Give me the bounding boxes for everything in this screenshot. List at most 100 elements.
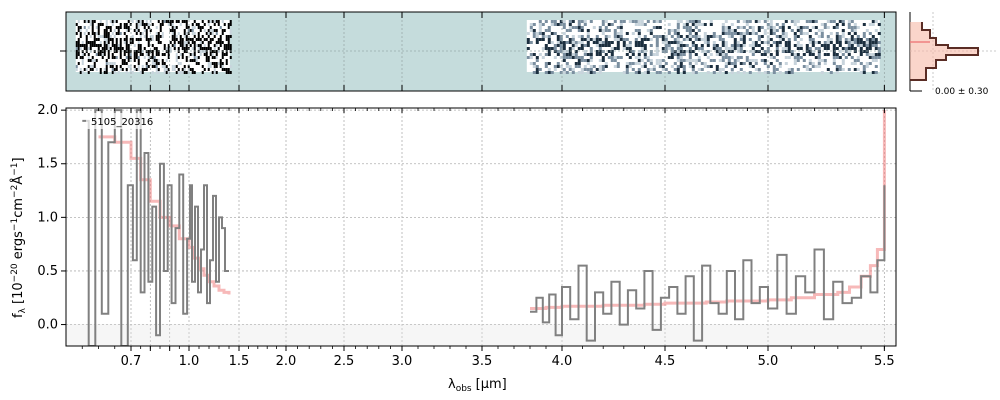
spectrum-2d-pixel	[661, 50, 665, 53]
spectrum-2d-pixel	[868, 53, 872, 56]
spectrum-2d-pixel	[81, 41, 84, 44]
spectrum-2d-pixel	[145, 38, 148, 41]
spectrum-2d-pixel	[125, 68, 128, 71]
spectrum-2d-pixel	[97, 53, 100, 56]
spectrum-2d-pixel	[77, 41, 80, 44]
spectrum-2d-pixel	[544, 44, 548, 47]
spectrum-2d-pixel	[538, 32, 542, 35]
spectrum-2d-pixel	[616, 35, 620, 38]
spectrum-2d-pixel	[871, 56, 875, 59]
spectrum-2d-pixel	[115, 41, 118, 44]
spectrum-2d-pixel	[201, 20, 204, 23]
spectrum-2d-pixel	[137, 68, 140, 71]
spectrum-2d-pixel	[817, 50, 821, 53]
spectrum-2d-pixel	[631, 20, 635, 23]
spectrum-2d-pixel	[127, 56, 130, 59]
spectrum-2d-pixel	[125, 26, 128, 29]
spectrum-2d-pixel	[580, 56, 584, 59]
spectrum-2d-pixel	[185, 23, 188, 26]
spectrum-2d-pixel	[141, 50, 144, 53]
spectrum-2d-pixel	[227, 47, 230, 50]
spectrum-2d-pixel	[736, 56, 740, 59]
spectrum-2d-pixel	[676, 65, 680, 68]
spectrum-2d-pixel	[147, 59, 150, 62]
spectrum-2d-pixel	[877, 50, 881, 53]
spectrum-2d-pixel	[553, 56, 557, 59]
spectrum-2d-pixel	[670, 41, 674, 44]
spectrum-2d-pixel	[111, 65, 114, 68]
spectrum-2d-pixel	[586, 41, 590, 44]
spectrum-2d-pixel	[628, 62, 632, 65]
spectrum-2d-pixel	[589, 53, 593, 56]
spectrum-2d-pixel	[213, 68, 216, 71]
spectrum-2d-pixel	[847, 23, 851, 26]
spectrum-2d-pixel	[649, 53, 653, 56]
spectrum-2d-pixel	[213, 29, 216, 32]
spectrum-2d-pixel	[215, 65, 218, 68]
spectrum-2d-pixel	[874, 20, 878, 23]
spectrum-2d-pixel	[691, 65, 695, 68]
spectrum-2d-pixel	[219, 65, 222, 68]
spectrum-2d-pixel	[85, 20, 88, 23]
spectrum-2d-pixel	[167, 68, 170, 71]
spectrum-2d-pixel	[676, 47, 680, 50]
spectrum-2d-pixel	[709, 20, 713, 23]
spectrum-2d-pixel	[177, 41, 180, 44]
spectrum-2d-pixel	[865, 29, 869, 32]
spectrum-2d-pixel	[187, 29, 190, 32]
spectrum-2d-pixel	[730, 47, 734, 50]
spectrum-2d-pixel	[625, 47, 629, 50]
spectrum-2d-pixel	[748, 32, 752, 35]
spectrum-2d-pixel	[799, 56, 803, 59]
spectrum-2d-pixel	[149, 38, 152, 41]
spectrum-2d-pixel	[109, 26, 112, 29]
spectrum-2d-pixel	[793, 23, 797, 26]
spectrum-2d-pixel	[211, 29, 214, 32]
spectrum-2d-pixel	[209, 47, 212, 50]
spectrum-2d-pixel	[625, 65, 629, 68]
spectrum-2d-pixel	[649, 62, 653, 65]
spectrum-2d-pixel	[745, 32, 749, 35]
spectrum-2d-pixel	[169, 29, 172, 32]
spectrum-2d-pixel	[643, 56, 647, 59]
spectrum-2d-pixel	[835, 32, 839, 35]
spectrum-2d-pixel	[745, 29, 749, 32]
spectrum-2d-pixel	[607, 23, 611, 26]
spectrum-2d-pixel	[808, 50, 812, 53]
spectrum-2d-pixel	[676, 38, 680, 41]
spectrum-2d-pixel	[697, 59, 701, 62]
spectrum-2d-pixel	[601, 56, 605, 59]
spectrum-2d-pixel	[679, 65, 683, 68]
spectrum-2d-pixel	[227, 23, 230, 26]
spectrum-2d-pixel	[559, 38, 563, 41]
spectrum-2d-pixel	[171, 29, 174, 32]
spectrum-2d-pixel	[640, 65, 644, 68]
spectrum-2d-pixel	[221, 62, 224, 65]
spectrum-2d-pixel	[203, 38, 206, 41]
spectrum-2d-pixel	[215, 41, 218, 44]
spectrum-2d-pixel	[139, 20, 142, 23]
spectrum-2d-pixel	[823, 53, 827, 56]
spectrum-2d-pixel	[163, 53, 166, 56]
spectrum-2d-pixel	[634, 23, 638, 26]
spectrum-2d-pixel	[109, 29, 112, 32]
spectrum-2d-pixel	[706, 38, 710, 41]
spectrum-2d-pixel	[185, 71, 188, 74]
spectrum-2d-pixel	[700, 50, 704, 53]
spectrum-2d-pixel	[787, 47, 791, 50]
spectrum-2d-pixel	[93, 32, 96, 35]
spectrum-2d-pixel	[826, 41, 830, 44]
spectrum-2d-pixel	[75, 44, 78, 47]
spectrum-2d-pixel	[127, 59, 130, 62]
spectrum-2d-pixel	[808, 35, 812, 38]
spectrum-2d-pixel	[733, 44, 737, 47]
spectrum-2d-pixel	[568, 53, 572, 56]
spectrum-2d-pixel	[133, 56, 136, 59]
spectrum-2d-pixel	[207, 59, 210, 62]
spectrum-2d-pixel	[820, 71, 824, 74]
spectrum-2d-pixel	[703, 23, 707, 26]
spectrum-2d-pixel	[628, 41, 632, 44]
spectrum-2d-pixel	[718, 71, 722, 74]
spectrum-2d-pixel	[185, 56, 188, 59]
spectrum-2d-pixel	[760, 53, 764, 56]
